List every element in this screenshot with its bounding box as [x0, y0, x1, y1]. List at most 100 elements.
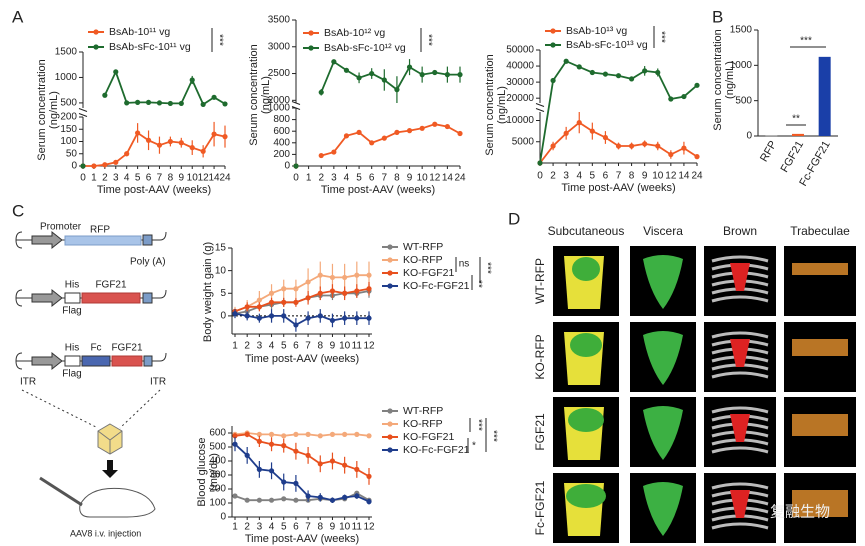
data-point — [318, 89, 324, 95]
y-tick-label: 600 — [273, 126, 290, 137]
data-point — [681, 145, 687, 151]
data-point — [167, 138, 173, 145]
legend-marker — [387, 421, 393, 427]
y-axis-label: (ng/mL) — [496, 86, 508, 124]
data-point — [342, 315, 348, 321]
rib — [711, 331, 769, 339]
data-point — [354, 288, 360, 294]
y-axis-label: Body weight gain (g) — [202, 242, 214, 342]
fgf21-gene — [111, 355, 143, 367]
data-point — [211, 94, 217, 100]
legend-label: KO-FGF21 — [403, 431, 455, 443]
y-axis-label: Serum concentration — [248, 44, 260, 146]
legend-label: BsAb-10¹¹ vg — [109, 26, 170, 38]
data-point — [419, 125, 425, 131]
data-point — [550, 143, 556, 149]
brown-fat — [730, 414, 750, 442]
data-point — [178, 140, 184, 146]
data-point — [457, 130, 463, 137]
data-point — [602, 134, 609, 141]
his-tag — [64, 355, 81, 367]
data-point — [244, 497, 250, 503]
x-tick-label: 6 — [603, 171, 609, 182]
capsid-edges — [97, 430, 123, 454]
data-point — [268, 468, 275, 474]
data-point — [342, 274, 348, 281]
y-tick-label: 10 — [215, 265, 227, 276]
data-point — [244, 304, 250, 310]
data-point — [244, 313, 250, 319]
y-tick-label: 20000 — [506, 93, 534, 104]
legend-label: KO-RFP — [403, 254, 443, 266]
data-point — [256, 438, 262, 444]
y-tick-label: 1000 — [730, 60, 753, 71]
data-point — [167, 100, 173, 107]
polya — [142, 292, 153, 304]
x-tick-label: 1 — [232, 522, 238, 533]
annotation: ** — [472, 280, 483, 288]
data-point — [200, 101, 206, 108]
x-tick-label: 12 — [665, 171, 677, 182]
data-point — [655, 69, 661, 76]
data-point — [681, 93, 687, 100]
data-point — [366, 315, 372, 321]
legend-marker — [93, 29, 99, 35]
x-tick-label: 9 — [330, 522, 336, 533]
schematic-label: His — [65, 280, 79, 291]
x-tick-label: 14 — [209, 173, 221, 184]
data-point — [256, 297, 262, 303]
data-point — [293, 299, 299, 305]
y-axis-label: Blood glucose — [196, 437, 208, 506]
data-point — [369, 140, 375, 146]
x-tick-label: 3 — [113, 173, 119, 184]
polya — [143, 355, 153, 367]
legend-label: WT-RFP — [403, 405, 443, 417]
syringe — [39, 476, 83, 507]
data-point — [256, 315, 262, 321]
y-tick-label: 800 — [273, 114, 290, 125]
data-point — [281, 299, 287, 305]
brown-fat — [730, 490, 750, 518]
row-label: KO-RFP — [533, 334, 547, 379]
y-tick-label: 0 — [746, 131, 752, 142]
data-point — [222, 101, 228, 107]
x-tick-label: 11 — [352, 341, 363, 352]
data-point — [369, 70, 375, 77]
rib — [711, 371, 769, 379]
data-point — [694, 82, 700, 88]
visceral-fat — [643, 482, 683, 536]
data-point — [232, 493, 238, 499]
x-tick-label: 7 — [616, 171, 622, 182]
y-tick-label: 1500 — [55, 47, 78, 58]
y-tick-label: 0 — [220, 311, 226, 322]
legend-marker — [387, 283, 393, 289]
y-tick-label: 200 — [60, 112, 77, 123]
x-tick-label: 10 — [339, 522, 351, 533]
x-axis-label: Time post-AAV (weeks) — [245, 353, 359, 365]
data-point — [668, 96, 674, 102]
x-tick-label: 12 — [363, 341, 375, 352]
x-tick-label: 12 — [198, 173, 210, 184]
vector — [15, 289, 167, 307]
y-tick-label: 600 — [209, 428, 226, 439]
y-tick-label: 15 — [215, 243, 227, 254]
y-tick-label: 150 — [60, 124, 77, 135]
data-point — [354, 466, 360, 472]
y-axis-label: (ng/mL) — [260, 76, 272, 114]
data-point — [256, 466, 262, 472]
data-point — [281, 286, 287, 292]
y-tick-label: 3000 — [268, 41, 291, 52]
promoter-arrow — [31, 230, 63, 250]
x-tick-label: 6 — [369, 173, 375, 184]
data-point — [615, 73, 622, 79]
legend-label: BsAb-sFc-10¹¹ vg — [109, 41, 191, 53]
rib — [711, 446, 769, 454]
annotation: *** — [481, 262, 492, 274]
data-point — [256, 304, 262, 310]
y-tick-label: 1500 — [730, 25, 753, 36]
data-point — [366, 499, 372, 505]
dashed-line — [119, 389, 161, 429]
data-point — [317, 433, 323, 439]
data-point — [354, 272, 360, 278]
x-tick-label: 9 — [407, 173, 413, 184]
